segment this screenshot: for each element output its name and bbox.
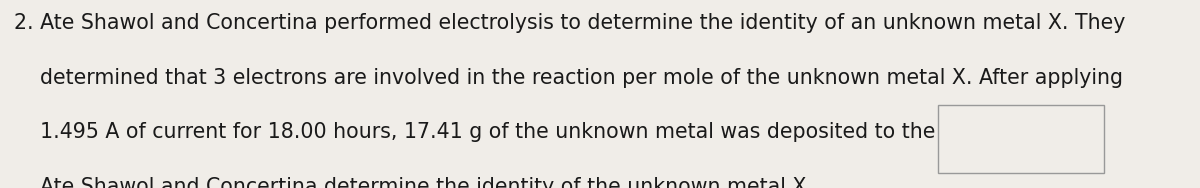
Text: 2. Ate Shawol and Concertina performed electrolysis to determine the identity of: 2. Ate Shawol and Concertina performed e…	[14, 13, 1126, 33]
Bar	[938, 105, 1104, 173]
Text: Ate Shawol and Concertina determine the identity of the unknown metal X.: Ate Shawol and Concertina determine the …	[14, 177, 814, 188]
Text: 1.495 A of current for 18.00 hours, 17.41 g of the unknown metal was deposited t: 1.495 A of current for 18.00 hours, 17.4…	[14, 122, 1098, 142]
Text: determined that 3 electrons are involved in the reaction per mole of the unknown: determined that 3 electrons are involved…	[14, 68, 1123, 88]
